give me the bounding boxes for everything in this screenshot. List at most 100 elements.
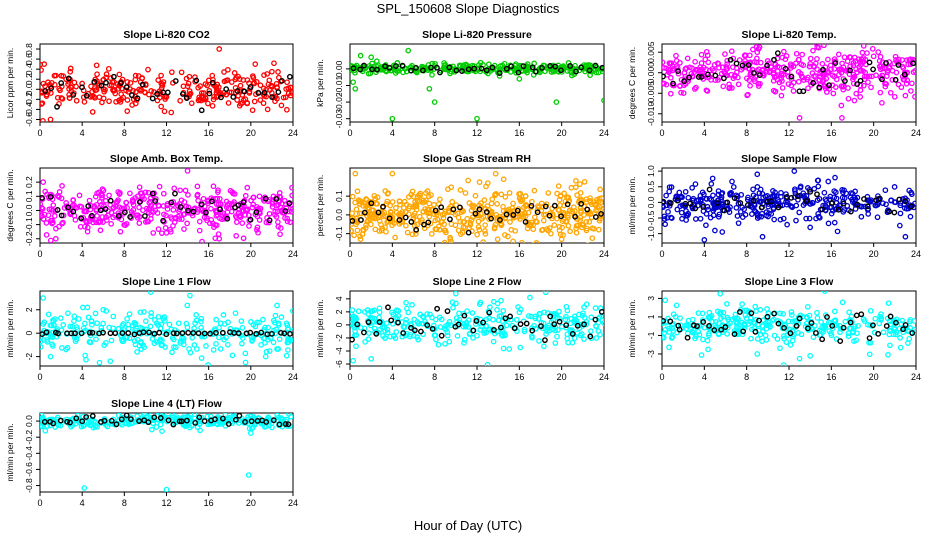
data-point xyxy=(722,51,728,57)
data-point xyxy=(685,317,692,324)
data-point xyxy=(150,230,157,236)
data-point xyxy=(801,193,807,199)
data-point xyxy=(202,94,209,101)
data-point xyxy=(40,210,44,217)
data-point xyxy=(491,242,494,243)
data-point xyxy=(462,225,468,231)
data-point xyxy=(772,189,778,196)
data-point xyxy=(93,330,99,337)
data-point xyxy=(903,325,909,332)
data-point xyxy=(537,311,543,317)
data-point xyxy=(580,310,586,317)
data-point xyxy=(775,198,782,205)
data-point xyxy=(402,319,409,326)
data-point xyxy=(531,187,538,194)
panel-title: Slope Sample Flow xyxy=(741,153,838,165)
x-tick-label: 16 xyxy=(204,249,214,259)
reference-point xyxy=(694,323,700,330)
data-point xyxy=(731,73,738,80)
reference-point xyxy=(704,71,711,78)
data-point xyxy=(805,85,811,92)
reference-point xyxy=(520,63,527,70)
reference-point xyxy=(511,325,518,332)
y-tick-label: -2 xyxy=(334,334,344,342)
data-point xyxy=(750,186,756,193)
data-point xyxy=(897,344,904,351)
data-point xyxy=(567,228,573,235)
reference-point xyxy=(399,62,406,69)
reference-point xyxy=(89,329,96,336)
data-point xyxy=(668,60,675,66)
data-point xyxy=(273,80,280,87)
data-point xyxy=(204,82,211,89)
data-point xyxy=(716,211,723,218)
data-point xyxy=(583,225,590,232)
data-point xyxy=(363,196,369,202)
data-point xyxy=(275,219,281,225)
data-point xyxy=(530,226,537,233)
y-tick-label: -6 xyxy=(334,360,344,368)
data-point xyxy=(703,196,710,202)
data-point xyxy=(158,72,164,79)
data-point xyxy=(477,68,484,75)
data-point xyxy=(577,214,584,221)
reference-point xyxy=(395,319,401,326)
outlier-point xyxy=(542,291,549,296)
data-point xyxy=(168,109,175,116)
reference-point xyxy=(472,210,479,217)
reference-point xyxy=(853,312,860,319)
data-point xyxy=(67,65,74,72)
data-point xyxy=(227,187,234,194)
reference-point xyxy=(752,328,759,335)
data-point xyxy=(868,84,874,91)
data-point xyxy=(759,338,765,345)
data-point xyxy=(739,301,746,307)
reference-point xyxy=(847,319,854,326)
data-point xyxy=(226,200,233,207)
data-point xyxy=(510,238,516,243)
data-point xyxy=(115,325,122,332)
data-point xyxy=(883,81,890,87)
outlier-point xyxy=(754,351,761,357)
data-point xyxy=(207,220,213,227)
data-point xyxy=(120,321,127,327)
data-point xyxy=(372,215,378,222)
data-point xyxy=(869,45,876,52)
data-point xyxy=(63,200,70,206)
data-point xyxy=(64,416,70,423)
outlier-point xyxy=(662,297,669,304)
data-point xyxy=(483,323,489,329)
data-point xyxy=(678,89,684,96)
data-point xyxy=(194,192,201,199)
data-point xyxy=(123,199,129,206)
reference-point xyxy=(131,331,138,338)
data-point xyxy=(445,321,452,328)
data-point xyxy=(709,318,715,325)
data-point xyxy=(132,320,139,327)
data-point xyxy=(578,224,585,231)
reference-point xyxy=(796,315,803,322)
data-point xyxy=(106,98,112,105)
reference-point xyxy=(65,75,72,82)
data-point xyxy=(754,184,761,190)
data-point xyxy=(352,199,358,206)
reference-point xyxy=(255,90,262,96)
reference-point xyxy=(247,216,254,223)
data-point xyxy=(357,245,361,249)
reference-point xyxy=(373,330,380,337)
data-point xyxy=(96,359,103,366)
data-point xyxy=(747,82,753,89)
data-point xyxy=(788,63,795,69)
data-point xyxy=(274,95,280,102)
reference-point xyxy=(388,317,395,324)
data-point xyxy=(503,322,510,329)
data-point xyxy=(210,347,217,353)
data-point xyxy=(285,336,291,343)
data-point xyxy=(684,212,691,219)
data-point xyxy=(233,219,240,226)
reference-point xyxy=(152,198,159,204)
x-tick-label: 16 xyxy=(514,372,524,382)
reference-point xyxy=(551,321,558,328)
data-point xyxy=(845,333,852,340)
data-point xyxy=(483,316,490,323)
